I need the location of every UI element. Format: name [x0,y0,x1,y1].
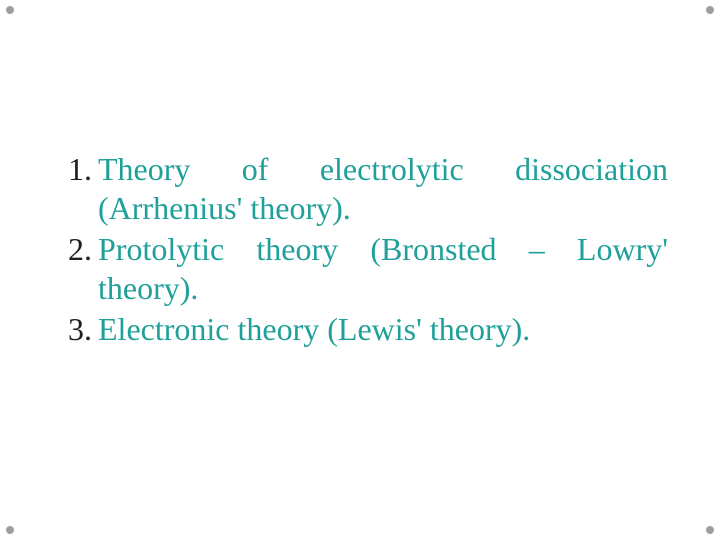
list-item: Protolytic theory (Bronsted – Lowry' the… [52,230,668,308]
corner-dot-bottom-left [6,526,14,534]
slide: Theory of electrolytic dissociation (Arr… [0,0,720,540]
list-item-text: Protolytic theory (Bronsted – Lowry' the… [98,230,668,308]
theories-list: Theory of electrolytic dissociation (Arr… [52,150,668,349]
corner-dot-bottom-right [706,526,714,534]
corner-dot-top-right [706,6,714,14]
list-item-text: Theory of electrolytic dissociation (Arr… [98,150,668,228]
list-item-text: Electronic theory (Lewis' theory). [98,310,668,349]
list-item: Electronic theory (Lewis' theory). [52,310,668,349]
list-item: Theory of electrolytic dissociation (Arr… [52,150,668,228]
corner-dot-top-left [6,6,14,14]
